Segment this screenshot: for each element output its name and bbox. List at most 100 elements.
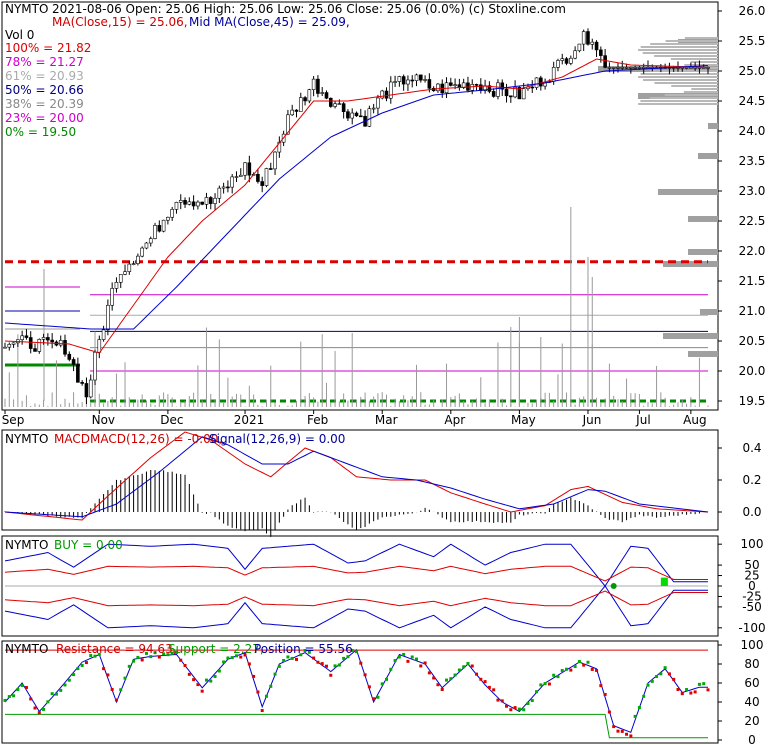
candle-body [101, 329, 106, 340]
candle-body [453, 84, 457, 86]
x-tick-label: Apr [444, 413, 465, 427]
volume-profile-bar [700, 309, 718, 315]
volume-profile-bar [684, 37, 718, 39]
candle-body [354, 112, 359, 117]
candle-body [174, 201, 179, 210]
price-ytick-label: 25.5 [739, 34, 766, 48]
candle-body [491, 91, 496, 97]
resistance-label: Resistance = 94.63, [56, 642, 177, 656]
ma15-line [4, 58, 709, 354]
support-line [5, 713, 708, 739]
candle-body [294, 109, 299, 112]
candle-body [97, 339, 102, 353]
candle-body [76, 364, 80, 383]
candle-body [247, 162, 252, 176]
x-tick-label: Jun [582, 413, 602, 427]
candle-body [573, 50, 577, 59]
candle-body [337, 103, 342, 105]
volume-profile-bar [708, 123, 718, 129]
candle-body [414, 74, 419, 82]
volume-profile-bar [663, 261, 718, 267]
candle-body [311, 78, 316, 90]
candle-body [418, 74, 423, 81]
volume-profile-bar [683, 91, 718, 93]
rsp-ytick-label: 60 [744, 676, 759, 690]
candle-body [217, 187, 222, 199]
candle-body [3, 346, 7, 349]
candle-body [264, 168, 269, 186]
candle-body [63, 340, 67, 355]
position-label: Position = 55.56 [254, 642, 353, 656]
candle-body [603, 55, 607, 68]
buy-ytick-label: 100 [741, 537, 764, 551]
candle-body [517, 86, 522, 100]
candle-body [178, 200, 183, 203]
candle-body [84, 383, 89, 398]
candle-body [590, 41, 595, 45]
price-ytick-label: 22.5 [739, 214, 766, 228]
macd-signal-label: Signal(12,26,9) = 0.00 [209, 432, 345, 446]
candle-body [93, 351, 97, 381]
candle-body [243, 162, 247, 176]
volume-profile-bar [640, 100, 718, 102]
candle-body [161, 219, 166, 232]
candle-body [316, 78, 320, 94]
candle-body [71, 359, 76, 365]
candle-body [46, 337, 50, 341]
candle-body [328, 97, 333, 107]
candle-body [569, 57, 573, 64]
candle-body [586, 31, 590, 45]
candle-body [367, 108, 372, 127]
candle-body [140, 247, 144, 257]
price-ytick-label: 21.5 [739, 274, 766, 288]
price-ytick-label: 25.0 [739, 64, 766, 78]
volume-profile-bar [691, 88, 718, 90]
candle-body [371, 107, 376, 110]
volume-profile-bar [638, 103, 718, 105]
volume-profile-bar [642, 79, 718, 81]
candle-body [320, 92, 325, 94]
candle-body [410, 79, 415, 82]
candle-body [341, 103, 346, 113]
x-tick-label: Aug [683, 413, 706, 427]
candle-body [136, 255, 140, 264]
buy-ytick-label: 0 [748, 579, 756, 593]
position-line [4, 648, 708, 734]
volume-profile-bar [638, 76, 718, 78]
buy-ytick-label: -50 [742, 600, 762, 614]
ma45-label: Mid MA(Close,45) = 25.09, [189, 15, 350, 29]
candle-body [183, 200, 187, 205]
candle-body [234, 176, 239, 178]
buy-inner-upper [4, 565, 708, 582]
candle-body [530, 86, 535, 89]
candle-body [500, 82, 505, 90]
candle-body [7, 344, 12, 348]
volume-profile-bar [663, 333, 718, 339]
fib-label: 0% = 19.50 [5, 125, 76, 139]
candle-body [560, 58, 565, 61]
buy-upper-line [4, 543, 708, 587]
candle-body [384, 90, 389, 99]
volume-profile-bar [684, 64, 718, 66]
candle-body [564, 58, 569, 64]
candle-body [380, 90, 385, 99]
volume-profile-bar [688, 216, 718, 222]
volume-profile-bar [688, 351, 718, 357]
candle-body [487, 85, 492, 92]
x-tick-label: Sep [2, 413, 25, 427]
volume-profile-bar [654, 55, 718, 57]
candle-body [397, 76, 402, 82]
candle-body [187, 201, 192, 205]
candle-body [607, 67, 612, 69]
macd-line [4, 431, 709, 521]
candle-body [226, 186, 230, 189]
x-tick-label: Jul [635, 413, 650, 427]
volume-profile-bar [654, 82, 718, 84]
price-ytick-label: 23.5 [739, 154, 766, 168]
rsp-ytick-label: 20 [744, 714, 759, 728]
price-ytick-label: 20.5 [739, 334, 766, 348]
candle-body [153, 225, 157, 239]
x-tick-label: Nov [92, 413, 115, 427]
price-ytick-label: 21.0 [739, 304, 766, 318]
candle-body [131, 263, 136, 265]
